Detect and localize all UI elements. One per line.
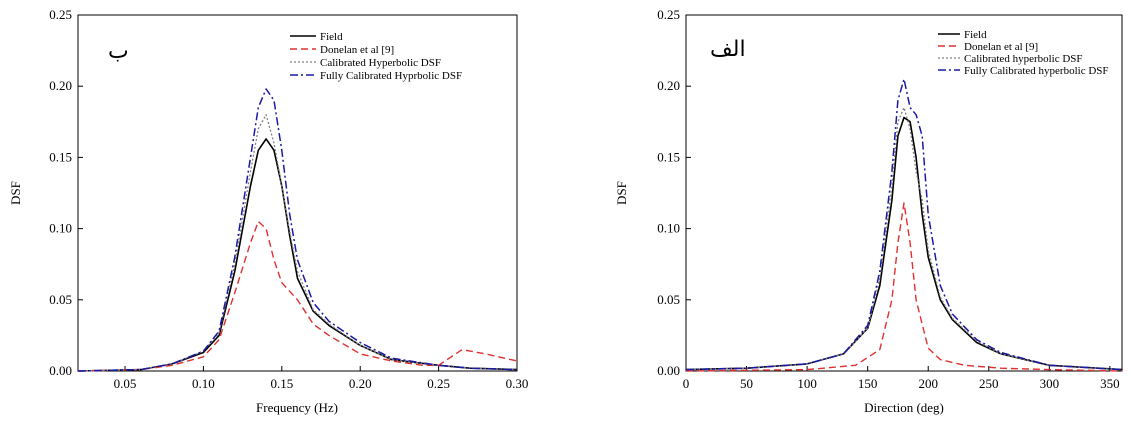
y-ticks: 0.00 0.05 0.10 0.15 0.20 0.25 xyxy=(49,7,83,378)
x-tick-label: 350 xyxy=(1100,376,1120,391)
y-tick-label: 0.00 xyxy=(49,363,72,378)
x-tick-label: 300 xyxy=(1040,376,1060,391)
x-tick-label: 0.25 xyxy=(427,376,450,391)
x-tick-label: 150 xyxy=(858,376,878,391)
x-axis-label: Frequency (Hz) xyxy=(256,400,338,415)
legend-label: Field xyxy=(964,29,987,41)
panel-label: ب xyxy=(108,39,129,64)
x-tick-label: 0.10 xyxy=(192,376,215,391)
x-tick-label: 100 xyxy=(797,376,817,391)
y-tick-label: 0.05 xyxy=(49,292,72,307)
x-tick-label: 200 xyxy=(918,376,938,391)
series-line-dashdot xyxy=(685,78,1123,371)
series-lines xyxy=(685,78,1123,372)
y-axis-label: DSF xyxy=(614,181,629,205)
y-tick-label: 0.10 xyxy=(657,221,680,236)
legend-label: Fully Calibrated Hyprbolic DSF xyxy=(320,70,462,82)
series-line-dotted xyxy=(77,114,518,372)
x-ticks: 0 50 100 150 200 250 300 350 xyxy=(683,366,1120,391)
x-axis-label: Direction (deg) xyxy=(864,400,944,415)
legend-label: Fully Calibrated hyperbolic DSF xyxy=(964,65,1109,77)
y-tick-label: 0.20 xyxy=(49,78,72,93)
y-axis-label: DSF xyxy=(8,181,23,205)
legend-label: Field xyxy=(320,31,343,43)
series-line-dotted xyxy=(685,106,1123,371)
y-tick-label: 0.25 xyxy=(49,7,72,22)
plot-frame xyxy=(685,14,1123,372)
x-tick-label: 0.15 xyxy=(270,376,293,391)
x-tick-label: 250 xyxy=(979,376,999,391)
y-tick-label: 0.15 xyxy=(657,149,680,164)
x-tick-label: 0 xyxy=(683,376,690,391)
chart-frequency-panel: ب Frequency (Hz) DSF 0.05 0.10 0.15 0.20 0.2… xyxy=(8,7,528,415)
y-tick-label: 0.05 xyxy=(657,292,680,307)
series-line-dashed xyxy=(77,220,518,372)
y-tick-label: 0.10 xyxy=(49,221,72,236)
x-tick-label: 0.30 xyxy=(506,376,529,391)
series-line-dashed xyxy=(685,202,1123,372)
x-tick-label: 0.20 xyxy=(349,376,372,391)
x-ticks: 0.05 0.10 0.15 0.20 0.25 0.30 xyxy=(114,366,529,391)
legend-label: Donelan et al [9] xyxy=(320,44,394,56)
x-tick-label: 0.05 xyxy=(114,376,137,391)
y-tick-label: 0.00 xyxy=(657,363,680,378)
legend-label: Calibrated hyperbolic DSF xyxy=(964,53,1083,65)
series-line-solid xyxy=(77,138,518,372)
y-tick-label: 0.20 xyxy=(657,78,680,93)
series-lines xyxy=(77,88,518,372)
chart-direction-panel: الف Direction (deg) DSF 0 50 100 150 200 250 3… xyxy=(614,7,1123,415)
y-ticks: 0.00 0.05 0.10 0.15 0.20 0.25 xyxy=(657,7,691,378)
series-line-dashdot xyxy=(77,88,518,372)
y-tick-label: 0.15 xyxy=(49,149,72,164)
panel-label: الف xyxy=(710,37,746,62)
series-line-solid xyxy=(685,116,1123,371)
plot-frame xyxy=(77,14,518,372)
legend-label: Donelan et al [9] xyxy=(964,41,1038,53)
y-tick-label: 0.25 xyxy=(657,7,680,22)
x-tick-label: 50 xyxy=(740,376,753,391)
legend-label: Calibrated Hyperbolic DSF xyxy=(320,57,441,69)
